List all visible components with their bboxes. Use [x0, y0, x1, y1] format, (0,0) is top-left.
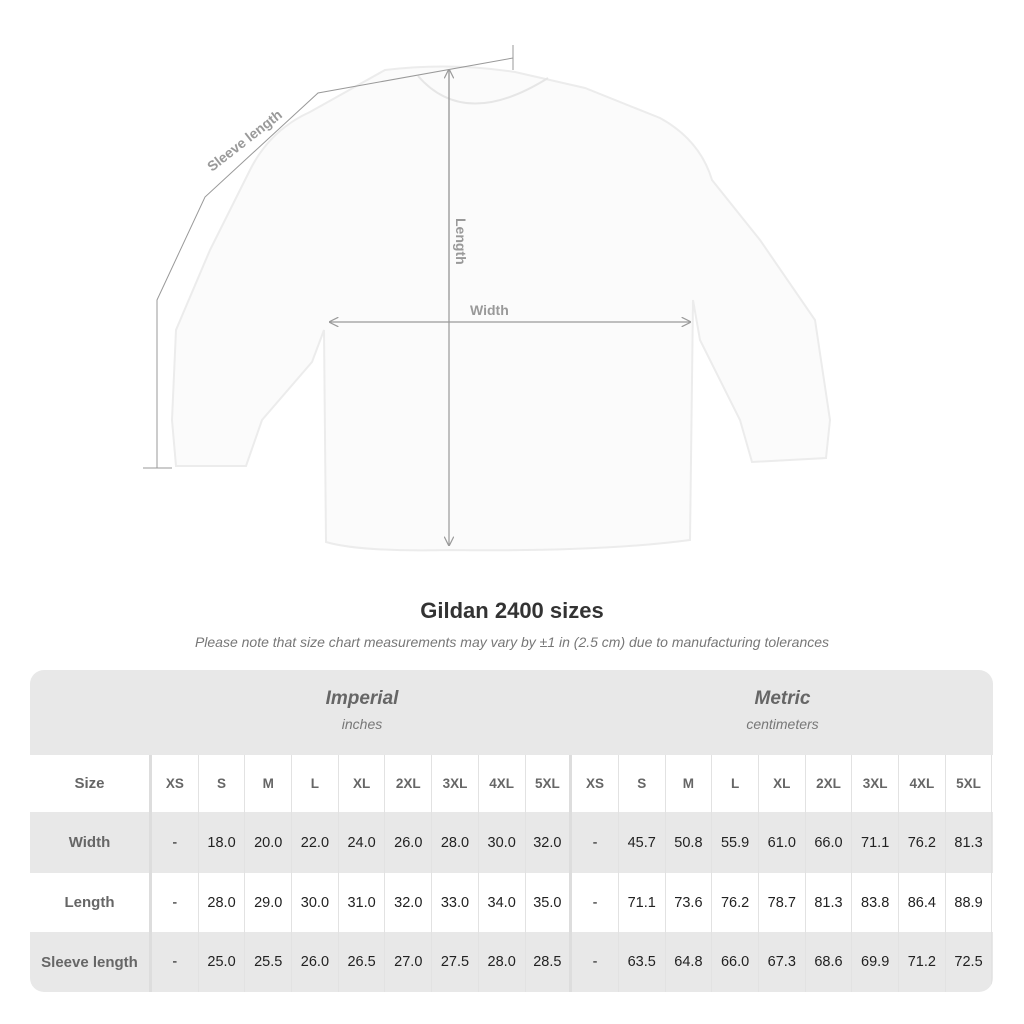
size-header-row: Size XS S M L XL 2XL 3XL 4XL 5XL XS S M L XL 2XL 3XL 4XL 5… [30, 755, 993, 812]
value-cell-metric: 76.2 [712, 873, 759, 932]
value-cell-metric: 66.0 [712, 932, 759, 992]
shirt-diagram: Sleeve length Length Width [143, 45, 832, 552]
chart-title: Gildan 2400 sizes [420, 598, 604, 623]
value-cell-metric: 45.7 [619, 812, 666, 873]
value-cell-imperial: 31.0 [339, 873, 386, 932]
value-cell-imperial: 27.5 [432, 932, 479, 992]
value-cell-metric: 78.7 [759, 873, 806, 932]
table-row: Width -18.0 20.0 22.0 24.0 26.0 28.0 30.0 32.0-4… [30, 812, 993, 873]
size-header-metric: 5XL [946, 755, 993, 812]
metric-header: Metric centimeters [572, 688, 993, 732]
value-cell-imperial: 20.0 [245, 812, 293, 873]
value-cell-metric: - [572, 873, 619, 932]
value-cell-metric: - [572, 812, 619, 873]
row-label: Sleeve length [30, 932, 152, 992]
value-cell-metric: 88.9 [946, 873, 993, 932]
size-header-metric: 2XL [806, 755, 853, 812]
value-cell-metric: 71.1 [852, 812, 899, 873]
value-cell-metric: 73.6 [666, 873, 713, 932]
value-cell-imperial: 18.0 [199, 812, 246, 873]
sleeve-measure-line [143, 45, 514, 469]
value-cell-metric: 68.6 [806, 932, 853, 992]
size-table: Imperial inches Metric centimeters Size X… [30, 670, 993, 992]
size-header-metric: XS [572, 755, 619, 812]
value-cell-imperial: 35.0 [526, 873, 573, 932]
table-row: Sleeve length -25.0 25.5 26.0 26.5 27.0 27.5 28… [30, 932, 993, 992]
metric-label: Metric [754, 688, 811, 709]
value-cell-metric: 76.2 [899, 812, 946, 873]
value-cell-metric: 71.2 [899, 932, 946, 992]
value-cell-metric: 63.5 [619, 932, 666, 992]
size-header-imperial: S [199, 755, 246, 812]
size-header-imperial: XL [339, 755, 386, 812]
size-header-imperial: 5XL [526, 755, 573, 812]
unit-header-band [30, 670, 993, 755]
value-cell-metric: 71.1 [619, 873, 666, 932]
value-cell-imperial: - [152, 932, 199, 992]
size-header-imperial: 2XL [385, 755, 433, 812]
imperial-header: Imperial inches [152, 688, 572, 732]
value-cell-imperial: 25.5 [245, 932, 293, 992]
value-cell-metric: 86.4 [899, 873, 946, 932]
imperial-label: Imperial [325, 688, 399, 709]
metric-unit: centimeters [746, 716, 819, 732]
value-cell-imperial: 34.0 [479, 873, 526, 932]
size-header-metric: XL [759, 755, 806, 812]
width-label: Width [470, 302, 509, 318]
value-cell-metric: 81.3 [946, 812, 993, 873]
value-cell-imperial: 26.0 [292, 932, 339, 992]
value-cell-metric: 64.8 [666, 932, 713, 992]
value-cell-imperial: 32.0 [385, 873, 433, 932]
row-label: Size [30, 755, 152, 812]
size-header-imperial: 4XL [479, 755, 526, 812]
value-cell-imperial: 25.0 [199, 932, 246, 992]
length-label: Length [453, 218, 469, 265]
value-cell-metric: 81.3 [806, 873, 853, 932]
value-cell-imperial: 28.0 [432, 812, 479, 873]
size-header-imperial: M [245, 755, 293, 812]
size-header-metric: 4XL [899, 755, 946, 812]
value-cell-imperial: 22.0 [292, 812, 339, 873]
collar [417, 75, 549, 105]
size-header-metric: S [619, 755, 666, 812]
value-cell-metric: - [572, 932, 619, 992]
row-label: Width [30, 812, 152, 873]
value-cell-imperial: 27.0 [385, 932, 433, 992]
value-cell-imperial: 28.5 [526, 932, 573, 992]
value-cell-imperial: 26.0 [385, 812, 433, 873]
value-cell-metric: 66.0 [806, 812, 853, 873]
row-label: Length [30, 873, 152, 932]
value-cell-imperial: 26.5 [339, 932, 386, 992]
tolerance-note: Please note that size chart measurements… [194, 634, 830, 650]
value-cell-imperial: 30.0 [292, 873, 339, 932]
value-cell-imperial: 32.0 [526, 812, 573, 873]
value-cell-metric: 61.0 [759, 812, 806, 873]
value-cell-metric: 55.9 [712, 812, 759, 873]
value-cell-imperial: 24.0 [339, 812, 386, 873]
value-cell-imperial: 28.0 [199, 873, 246, 932]
table-row: Length -28.0 29.0 30.0 31.0 32.0 33.0 34.0 35.0-… [30, 873, 993, 932]
value-cell-imperial: 29.0 [245, 873, 293, 932]
value-cell-metric: 50.8 [666, 812, 713, 873]
value-cell-imperial: - [152, 812, 199, 873]
imperial-unit: inches [341, 716, 383, 732]
size-header-imperial: L [292, 755, 339, 812]
value-cell-metric: 72.5 [946, 932, 993, 992]
value-cell-imperial: 33.0 [432, 873, 479, 932]
size-header-metric: M [666, 755, 713, 812]
shirt-illustration [170, 65, 832, 552]
value-cell-imperial: 30.0 [479, 812, 526, 873]
value-cell-metric: 83.8 [852, 873, 899, 932]
size-header-imperial: XS [152, 755, 199, 812]
value-cell-metric: 69.9 [852, 932, 899, 992]
value-cell-metric: 67.3 [759, 932, 806, 992]
value-cell-imperial: 28.0 [479, 932, 526, 992]
size-header-metric: 3XL [852, 755, 899, 812]
size-header-metric: L [712, 755, 759, 812]
size-header-imperial: 3XL [432, 755, 479, 812]
value-cell-imperial: - [152, 873, 199, 932]
